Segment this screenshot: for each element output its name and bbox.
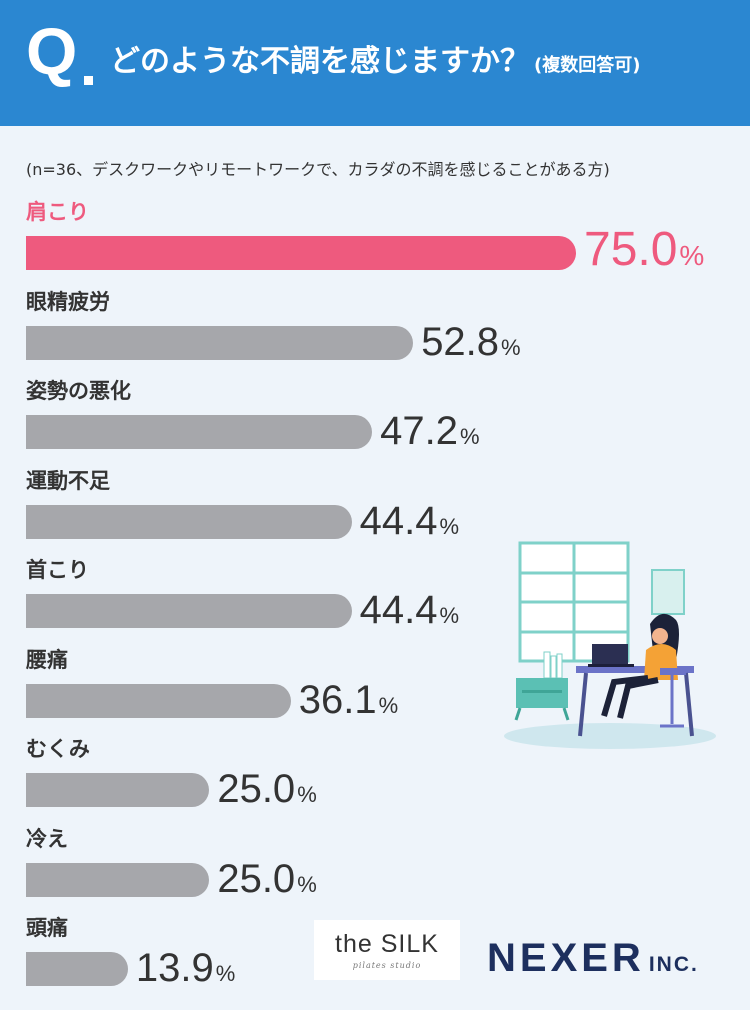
q-dot bbox=[84, 76, 93, 85]
value-number: 44.4 bbox=[359, 498, 438, 543]
the-silk-logo: the SILK pilates studio bbox=[314, 920, 460, 980]
value-number: 52.8 bbox=[421, 319, 500, 364]
nexer-logo-text: NEXER bbox=[487, 936, 645, 980]
value-number: 25.0 bbox=[217, 767, 296, 811]
value-label: 36.1% bbox=[299, 680, 398, 720]
question-title: どのような不調を感じますか？ (複数回答可) bbox=[110, 44, 640, 80]
value-unit: % bbox=[378, 692, 399, 718]
category-label: 首こり bbox=[26, 558, 89, 582]
bar bbox=[26, 773, 210, 807]
value-number: 13.9 bbox=[135, 946, 214, 990]
bar bbox=[26, 504, 352, 539]
value-number: 44.4 bbox=[359, 588, 438, 632]
value-number: 36.1 bbox=[298, 677, 377, 722]
header: Q どのような不調を感じますか？ (複数回答可) bbox=[0, 0, 750, 126]
value-unit: % bbox=[501, 334, 521, 360]
category-label: 姿勢の悪化 bbox=[26, 379, 131, 403]
bar bbox=[26, 415, 373, 449]
value-unit: % bbox=[439, 513, 460, 539]
value-unit: % bbox=[439, 603, 460, 628]
value-unit: % bbox=[297, 782, 317, 807]
value-unit: % bbox=[215, 961, 236, 986]
woman-working-at-laptop-illustration bbox=[504, 541, 716, 749]
value-label: 25.0% bbox=[217, 859, 316, 899]
bar bbox=[26, 862, 210, 897]
bar bbox=[26, 325, 414, 360]
question-sub: (複数回答可) bbox=[534, 55, 641, 76]
bar bbox=[26, 683, 291, 718]
silk-logo-subtext: pilates studio bbox=[352, 961, 422, 970]
nexer-logo: NEXER INC. bbox=[487, 938, 699, 978]
q-letter: Q bbox=[26, 14, 78, 88]
value-unit: % bbox=[459, 424, 480, 449]
value-number: 25.0 bbox=[217, 856, 296, 901]
category-label: 眼精疲労 bbox=[26, 289, 110, 314]
category-label: 頭痛 bbox=[26, 916, 68, 940]
value-label: 25.0% bbox=[217, 769, 316, 809]
category-label: 肩こり bbox=[26, 200, 89, 224]
nexer-inc-text: INC. bbox=[648, 953, 699, 976]
bar bbox=[26, 952, 128, 986]
category-label: 運動不足 bbox=[26, 468, 110, 493]
bar bbox=[26, 594, 352, 628]
value-label: 44.4% bbox=[360, 590, 459, 630]
value-number: 47.2 bbox=[380, 409, 458, 453]
value-label: 13.9% bbox=[136, 948, 235, 988]
question-main: どのような不調を感じますか？ bbox=[110, 44, 530, 79]
value-label: 52.8% bbox=[421, 322, 520, 362]
value-unit: % bbox=[679, 240, 705, 271]
value-label: 44.4% bbox=[360, 501, 459, 541]
value-label: 47.2% bbox=[380, 411, 479, 451]
value-unit: % bbox=[297, 871, 317, 897]
value-label: 75.0% bbox=[584, 226, 704, 274]
value-number: 75.0 bbox=[584, 223, 678, 276]
category-label: 冷え bbox=[26, 826, 68, 851]
bar bbox=[26, 236, 576, 270]
silk-logo-text: the SILK bbox=[335, 930, 439, 958]
category-label: 腰痛 bbox=[26, 647, 68, 672]
sample-note: (n=36、デスクワークやリモートワークで、カラダの不調を感じることがある方) bbox=[26, 160, 610, 179]
category-label: むくみ bbox=[26, 737, 90, 761]
